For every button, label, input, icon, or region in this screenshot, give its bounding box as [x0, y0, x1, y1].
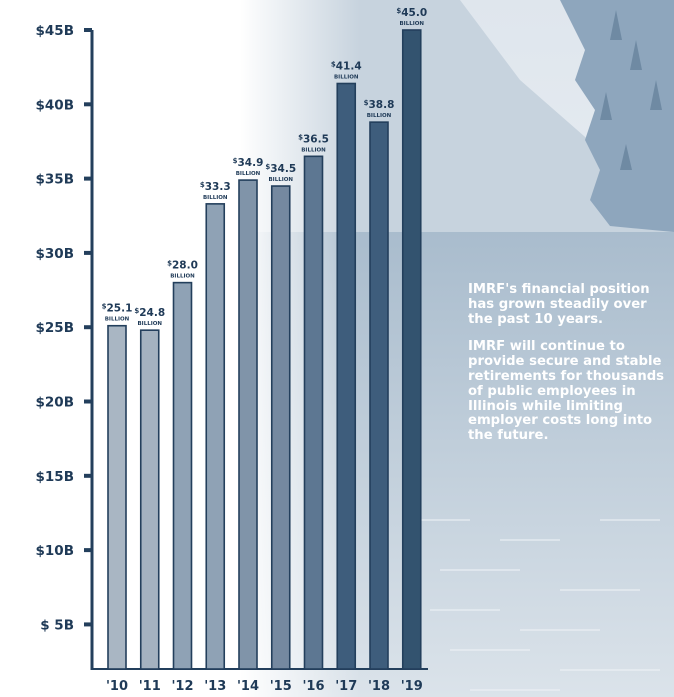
bar-value-label: $36.5 — [298, 133, 329, 145]
bar — [139, 329, 160, 670]
y-tick-label: $10B — [36, 543, 74, 559]
bar-unit-label: BILLION — [137, 321, 162, 327]
bar-unit-label: BILLION — [236, 171, 261, 177]
y-tick-label: $45B — [36, 23, 74, 39]
bar-value-label: $33.3 — [200, 181, 231, 193]
x-tick-label: '13 — [204, 679, 226, 694]
annotation-text: IMRF's financial position has grown stea… — [468, 282, 668, 457]
bar-unit-label: BILLION — [334, 74, 359, 80]
bar-value-label: $45.0 — [396, 7, 427, 19]
bar-value-label: $28.0 — [167, 260, 198, 272]
x-tick-label: '18 — [368, 679, 390, 694]
x-tick-label: '19 — [401, 679, 423, 694]
y-tick-label: $15B — [36, 469, 74, 485]
y-tick-label: $20B — [36, 395, 74, 411]
x-tick-label: '15 — [270, 679, 292, 694]
y-tick-label: $40B — [36, 97, 74, 113]
bar-value-label: $34.5 — [265, 163, 296, 175]
bar-unit-label: BILLION — [301, 147, 326, 153]
bar — [205, 203, 226, 670]
bar — [107, 324, 127, 670]
bar — [172, 281, 193, 670]
bar — [303, 155, 324, 670]
forest-ridge — [560, 0, 674, 232]
bar — [238, 179, 258, 670]
x-tick-label: '16 — [302, 679, 324, 694]
bar — [270, 185, 291, 670]
y-tick-label: $35B — [36, 172, 74, 188]
annotation-paragraph-2: IMRF will continue to provide secure and… — [468, 339, 664, 444]
x-tick-label: '11 — [139, 679, 161, 694]
x-tick-label: '12 — [171, 679, 193, 694]
y-tick-label: $25B — [36, 320, 74, 336]
x-tick-label: '10 — [106, 679, 128, 694]
x-tick-label: '14 — [237, 679, 259, 694]
bar-value-label: $41.4 — [331, 60, 362, 72]
bar-value-label: $34.9 — [233, 157, 264, 169]
bar-unit-label: BILLION — [170, 274, 195, 280]
bar — [369, 121, 389, 670]
bar-value-label: $38.8 — [364, 99, 395, 111]
bar — [401, 29, 422, 670]
annotation-paragraph-1: IMRF's financial position has grown stea… — [468, 282, 650, 327]
bar — [336, 82, 357, 670]
bar-unit-label: BILLION — [105, 317, 130, 323]
bar-value-label: $24.8 — [134, 307, 165, 319]
bar-unit-label: BILLION — [268, 177, 293, 183]
bar-unit-label: BILLION — [203, 195, 228, 201]
y-tick-label: $ 5B — [40, 617, 74, 633]
x-tick-label: '17 — [335, 679, 357, 694]
y-tick-label: $30B — [36, 246, 74, 262]
bar-unit-label: BILLION — [367, 113, 392, 119]
bar-unit-label: BILLION — [399, 21, 424, 27]
bar-value-label: $25.1 — [102, 303, 133, 315]
